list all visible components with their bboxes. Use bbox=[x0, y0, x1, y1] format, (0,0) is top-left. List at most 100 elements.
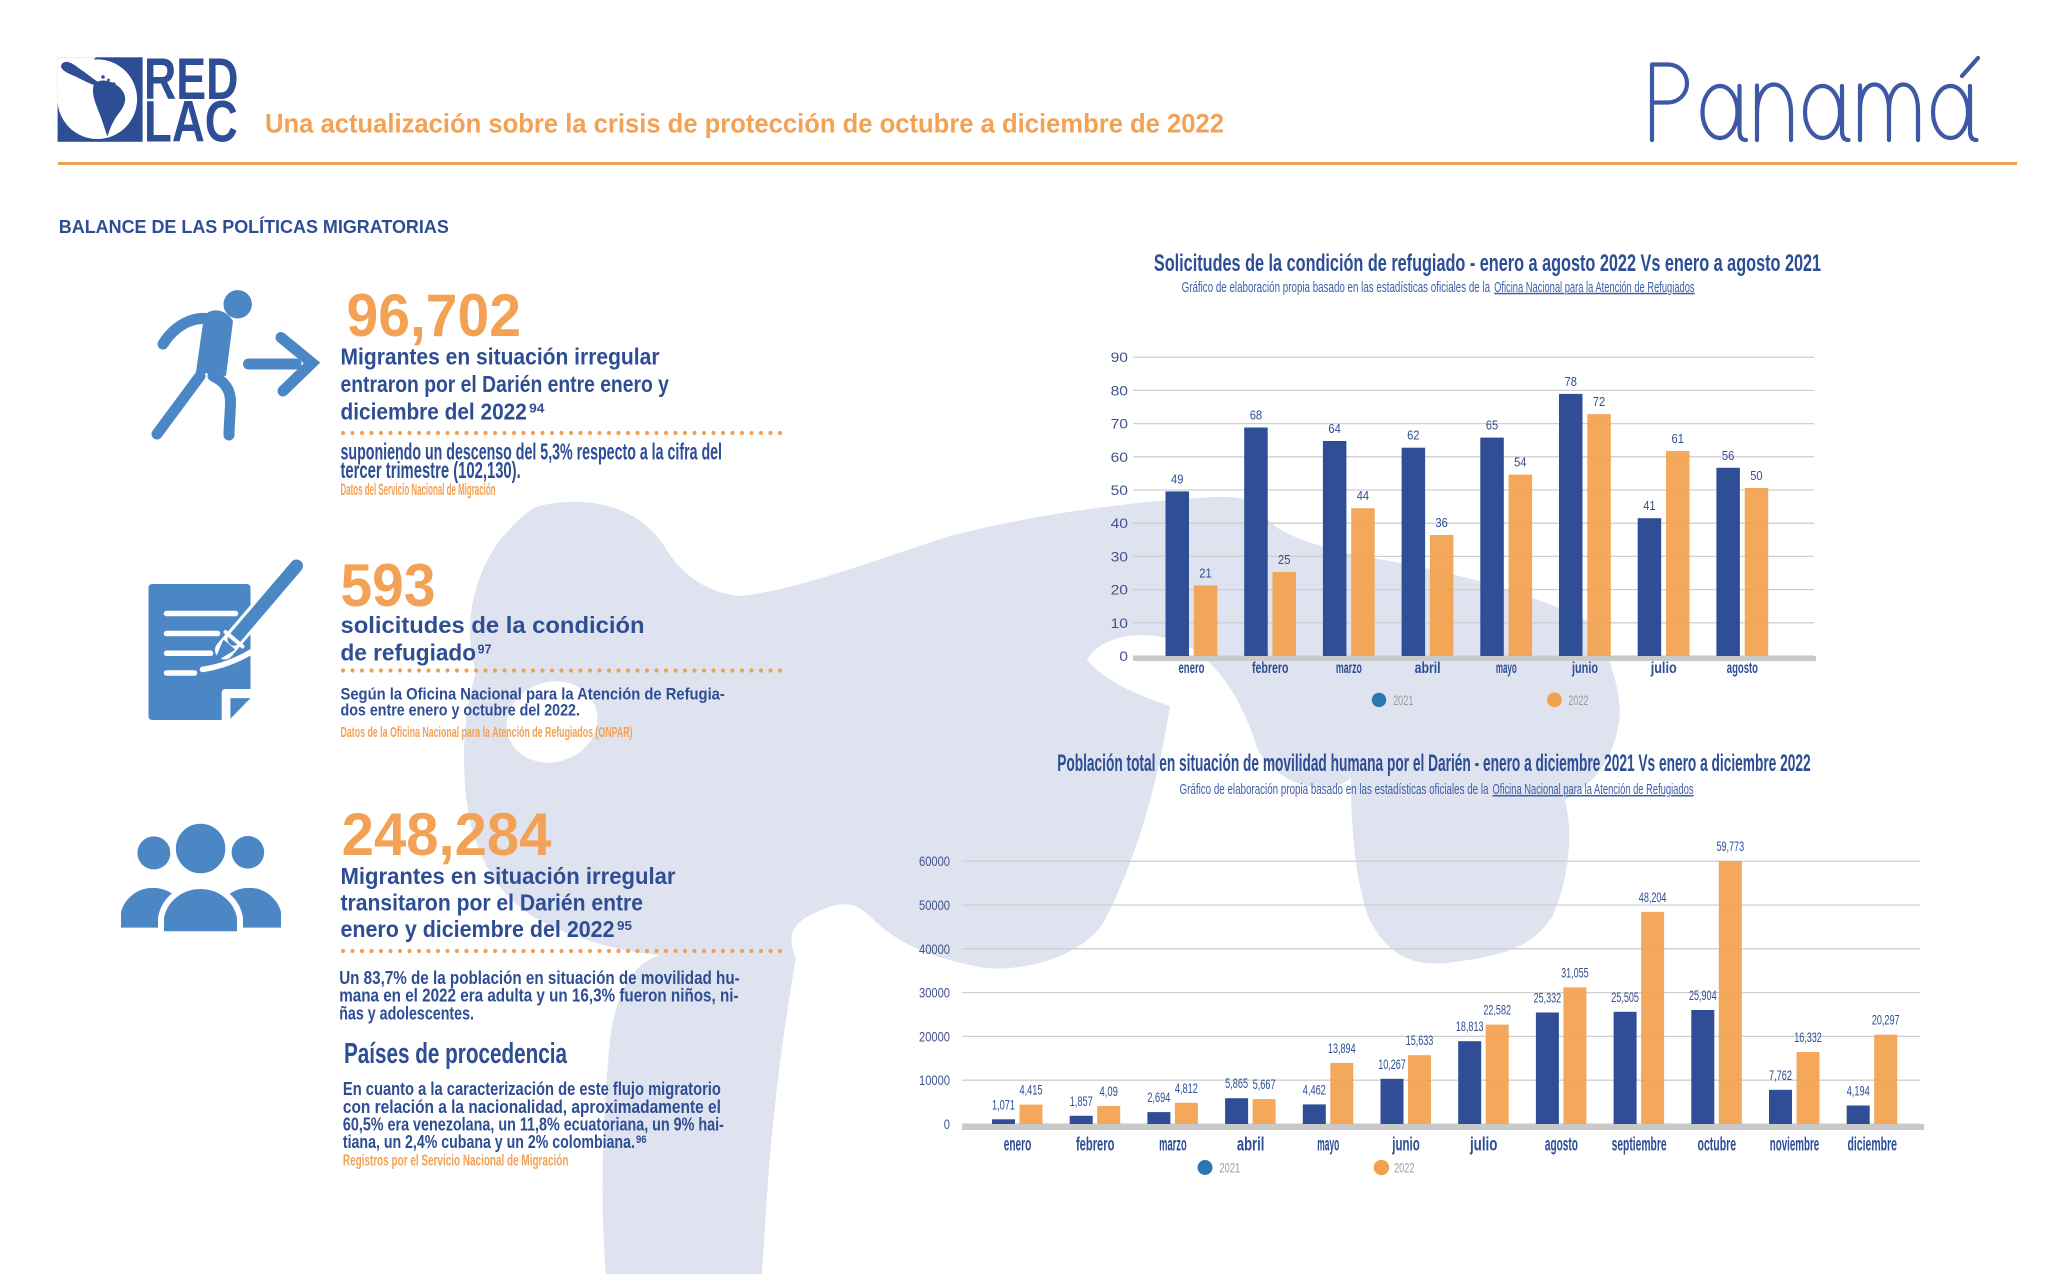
svg-text:febrero: febrero bbox=[1076, 1133, 1115, 1155]
svg-text:96: 96 bbox=[636, 1134, 647, 1146]
svg-text:Una actualización sobre la cri: Una actualización sobre la crisis de pro… bbox=[265, 109, 1224, 139]
svg-text:suponiendo un descenso del 5,3: suponiendo un descenso del 5,3% respecto… bbox=[341, 439, 723, 465]
svg-text:ñas y adolescentes.: ñas y adolescentes. bbox=[339, 1003, 474, 1023]
svg-text:LAC: LAC bbox=[144, 90, 238, 155]
svg-text:4,415: 4,415 bbox=[1020, 1082, 1043, 1098]
svg-text:noviembre: noviembre bbox=[1770, 1133, 1820, 1155]
svg-text:octubre: octubre bbox=[1698, 1133, 1737, 1155]
svg-text:Registros por el Servicio Naci: Registros por el Servicio Nacional de Mi… bbox=[343, 1153, 569, 1170]
svg-text:En cuanto a la caracterización: En cuanto a la caracterización de este f… bbox=[343, 1079, 721, 1099]
svg-text:25: 25 bbox=[1278, 552, 1290, 567]
svg-text:22,582: 22,582 bbox=[1483, 1002, 1511, 1018]
svg-text:68: 68 bbox=[1250, 408, 1262, 423]
svg-text:Solicitudes de la condición de: Solicitudes de la condición de refugiado… bbox=[1154, 250, 1821, 277]
svg-text:1,857: 1,857 bbox=[1070, 1093, 1093, 1109]
svg-text:con relación a la nacionalidad: con relación a la nacionalidad, aproxima… bbox=[343, 1097, 721, 1117]
svg-text:56: 56 bbox=[1722, 448, 1734, 463]
svg-text:marzo: marzo bbox=[1336, 660, 1362, 677]
svg-text:40: 40 bbox=[1111, 515, 1129, 531]
svg-text:diciembre: diciembre bbox=[1847, 1133, 1897, 1155]
svg-text:BALANCE DE LAS POLÍTICAS MIGRA: BALANCE DE LAS POLÍTICAS MIGRATORIAS bbox=[59, 216, 449, 237]
svg-text:50: 50 bbox=[1750, 468, 1762, 483]
svg-text:10000: 10000 bbox=[919, 1072, 950, 1088]
svg-text:abril: abril bbox=[1415, 660, 1441, 677]
svg-text:41: 41 bbox=[1643, 498, 1655, 513]
svg-text:2022: 2022 bbox=[1394, 1160, 1414, 1176]
svg-text:49: 49 bbox=[1171, 471, 1183, 486]
svg-text:97: 97 bbox=[478, 642, 492, 657]
svg-text:Gráfico de elaboración propia: Gráfico de elaboración propia basado en … bbox=[1180, 781, 1489, 798]
svg-text:13,894: 13,894 bbox=[1328, 1040, 1356, 1056]
svg-text:2,694: 2,694 bbox=[1147, 1089, 1170, 1105]
svg-text:48,204: 48,204 bbox=[1639, 889, 1667, 905]
svg-text:2021: 2021 bbox=[1393, 692, 1413, 708]
svg-text:96,702: 96,702 bbox=[347, 282, 522, 349]
svg-text:64: 64 bbox=[1328, 421, 1340, 436]
svg-text:4,09: 4,09 bbox=[1100, 1083, 1119, 1099]
svg-text:julio: julio bbox=[1650, 660, 1677, 677]
svg-text:septiembre: septiembre bbox=[1612, 1133, 1667, 1155]
svg-text:Oficina Nacional para la Atenc: Oficina Nacional para la Atención de Ref… bbox=[1493, 781, 1694, 798]
svg-text:25,904: 25,904 bbox=[1689, 987, 1717, 1003]
svg-text:2021: 2021 bbox=[1220, 1160, 1241, 1176]
svg-text:5,667: 5,667 bbox=[1253, 1076, 1276, 1092]
svg-text:junio: junio bbox=[1571, 660, 1598, 677]
svg-text:solicitudes de la condición: solicitudes de la condición bbox=[341, 612, 645, 638]
svg-text:Un 83,7% de la población en si: Un 83,7% de la población en situación de… bbox=[339, 968, 740, 988]
svg-text:25,505: 25,505 bbox=[1611, 989, 1639, 1005]
svg-text:0: 0 bbox=[944, 1116, 950, 1132]
svg-text:16,332: 16,332 bbox=[1794, 1029, 1822, 1045]
svg-text:80: 80 bbox=[1111, 382, 1129, 398]
svg-text:95: 95 bbox=[617, 918, 632, 933]
svg-text:50: 50 bbox=[1111, 482, 1129, 498]
svg-text:248,284: 248,284 bbox=[342, 801, 552, 868]
svg-text:70: 70 bbox=[1111, 416, 1129, 432]
svg-text:mayo: mayo bbox=[1496, 660, 1517, 677]
svg-text:tercer trimestre (102,130).: tercer trimestre (102,130). bbox=[341, 457, 521, 483]
svg-text:20000: 20000 bbox=[919, 1028, 950, 1044]
svg-text:50000: 50000 bbox=[919, 897, 950, 913]
svg-text:julio: julio bbox=[1469, 1133, 1497, 1155]
svg-text:5,865: 5,865 bbox=[1225, 1075, 1248, 1091]
svg-text:abril: abril bbox=[1237, 1133, 1265, 1155]
svg-text:31,055: 31,055 bbox=[1561, 964, 1589, 980]
svg-text:marzo: marzo bbox=[1159, 1133, 1187, 1155]
svg-text:15,633: 15,633 bbox=[1406, 1032, 1434, 1048]
svg-text:593: 593 bbox=[341, 552, 436, 619]
svg-text:78: 78 bbox=[1565, 374, 1577, 389]
svg-text:72: 72 bbox=[1593, 394, 1605, 409]
svg-text:Gráfico de elaboración propia: Gráfico de elaboración propia basado en … bbox=[1182, 279, 1491, 296]
svg-text:enero y diciembre del 2022: enero y diciembre del 2022 bbox=[341, 916, 615, 942]
svg-text:entraron por el Darién entre e: entraron por el Darién entre enero y bbox=[341, 371, 669, 397]
svg-text:Migrantes en situación irregul: Migrantes en situación irregular bbox=[341, 343, 660, 369]
svg-text:0: 0 bbox=[1119, 648, 1128, 664]
svg-text:Países de procedencia: Países de procedencia bbox=[344, 1038, 568, 1070]
svg-text:62: 62 bbox=[1407, 428, 1419, 443]
svg-text:60000: 60000 bbox=[919, 853, 950, 869]
svg-text:Migrantes en situación irregul: Migrantes en situación irregular bbox=[341, 863, 676, 889]
svg-text:diciembre del 2022: diciembre del 2022 bbox=[341, 399, 527, 425]
svg-text:enero: enero bbox=[1004, 1133, 1032, 1155]
svg-text:90: 90 bbox=[1111, 349, 1129, 365]
svg-text:Según la Oficina Nacional para: Según la Oficina Nacional para la Atenci… bbox=[341, 685, 725, 704]
svg-text:20: 20 bbox=[1111, 582, 1129, 598]
svg-text:agosto: agosto bbox=[1545, 1133, 1578, 1155]
svg-text:65: 65 bbox=[1486, 418, 1498, 433]
svg-text:36: 36 bbox=[1435, 515, 1447, 530]
svg-text:61: 61 bbox=[1672, 431, 1684, 446]
svg-text:25,332: 25,332 bbox=[1534, 990, 1562, 1006]
svg-text:60: 60 bbox=[1111, 449, 1129, 465]
svg-text:enero: enero bbox=[1179, 660, 1205, 677]
svg-text:18,813: 18,813 bbox=[1456, 1018, 1484, 1034]
svg-text:Oficina Nacional para la Atenc: Oficina Nacional para la Atención de Ref… bbox=[1494, 279, 1695, 296]
svg-text:mayo: mayo bbox=[1317, 1133, 1339, 1155]
svg-text:60,5% era venezolana, un 11,8%: 60,5% era venezolana, un 11,8% ecuatoria… bbox=[343, 1114, 724, 1134]
svg-text:2022: 2022 bbox=[1568, 692, 1588, 708]
svg-text:agosto: agosto bbox=[1727, 660, 1758, 677]
svg-text:30000: 30000 bbox=[919, 985, 950, 1001]
svg-text:40000: 40000 bbox=[919, 941, 950, 957]
svg-text:Población total en situación d: Población total en situación de movilida… bbox=[1057, 750, 1810, 777]
svg-text:59,773: 59,773 bbox=[1717, 838, 1745, 854]
svg-text:de refugiado: de refugiado bbox=[341, 640, 477, 666]
svg-text:20,297: 20,297 bbox=[1872, 1012, 1900, 1028]
